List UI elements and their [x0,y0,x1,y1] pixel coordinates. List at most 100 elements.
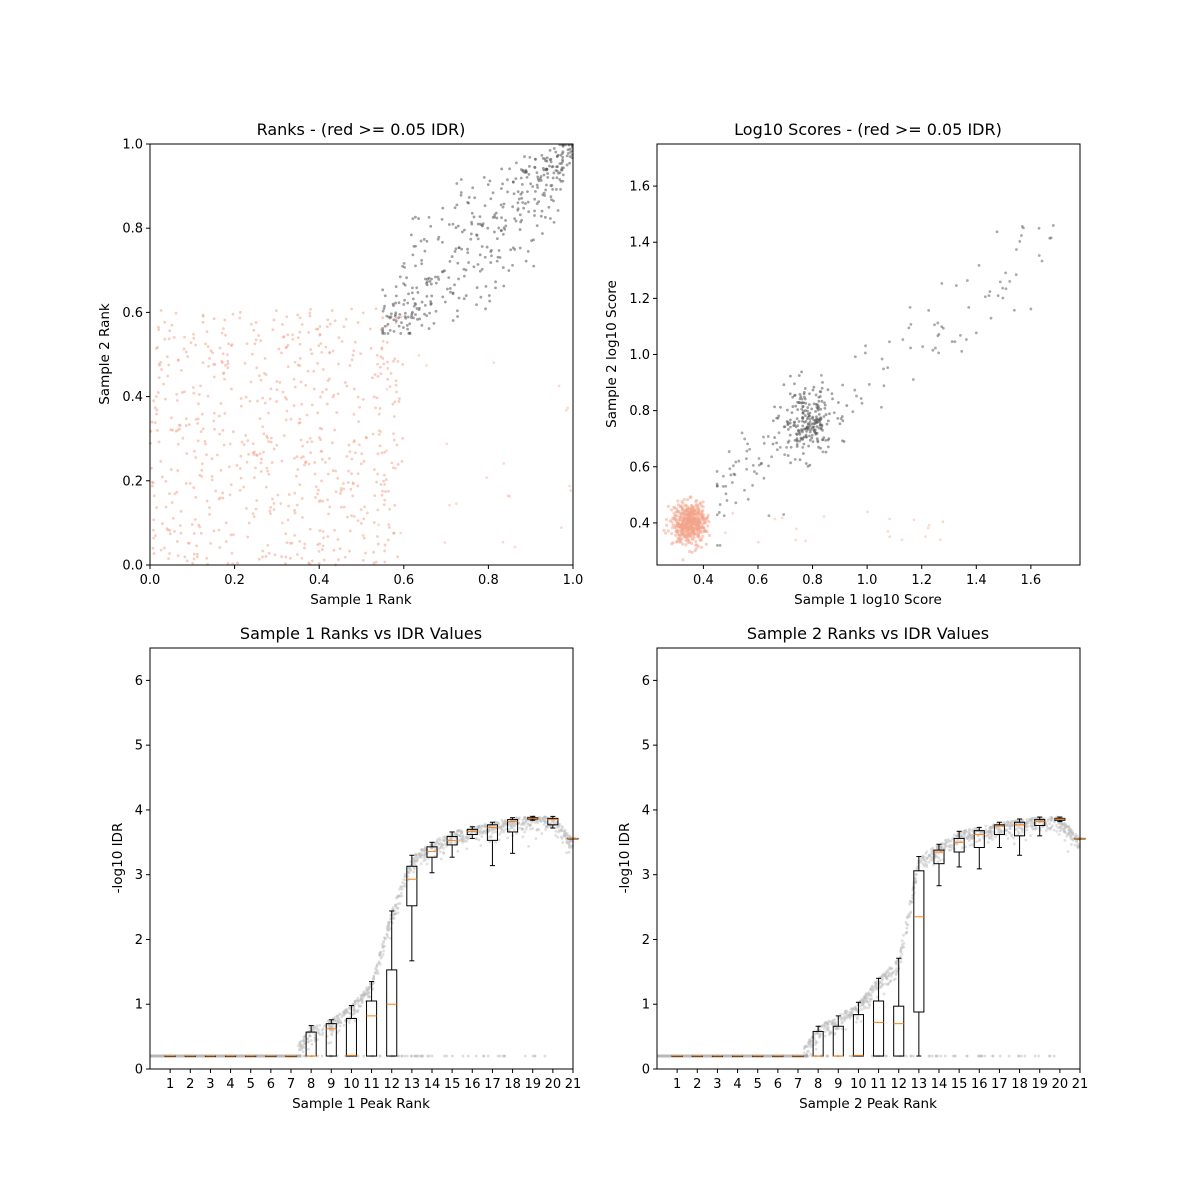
background-point [1024,838,1028,842]
background-point [300,1046,303,1049]
scatter-point-fail [321,544,325,548]
scatter-point-pass [524,202,527,205]
background-point [557,830,560,834]
background-point [559,828,563,832]
scatter-point-fail [204,442,207,446]
scatter-point-fail [326,498,329,502]
scatter-point-pass [812,385,816,389]
scatter-point-pass [801,411,805,415]
scatter-point-fail [328,351,332,355]
scatter-point-fail [502,461,506,465]
background-point [909,900,913,904]
scatter-point-pass [757,463,761,467]
background-point [564,831,568,835]
scatter-point-pass [811,388,815,392]
scatter-point-fail [186,355,190,358]
background-point [378,951,382,955]
scatter-point-pass [790,411,794,415]
scatter-point-pass [464,294,468,297]
scatter-point-fail [695,525,699,529]
box-7 [792,1055,804,1058]
background-point [458,838,462,842]
x-tick-label: 0.4 [309,573,330,588]
background-point [539,819,543,823]
scatter-point-fail [363,505,367,509]
scatter-point-pass [819,373,823,377]
scatter-point-fail [376,535,379,538]
scatter-point-pass [801,430,804,434]
scatter-point-fail [155,412,158,416]
scatter-point-pass [471,186,475,190]
scatter-point-fail [165,355,169,359]
scatter-point-pass [555,188,558,191]
scatter-point-fail [359,352,362,355]
scatter-point-fail [380,451,384,455]
background-point [411,860,415,864]
background-point [307,1047,310,1051]
scatter-point-fail [822,515,826,518]
scatter-point-fail [359,462,363,466]
scatter-point-pass [974,331,978,335]
background-point [352,1008,356,1012]
background-point [415,853,418,857]
box-body [325,1023,337,1057]
scatter-point-pass [479,295,483,299]
scatter-point-pass [788,418,792,422]
background-point [387,920,391,924]
scatter-point-pass [447,276,451,280]
scatter-point-fail [286,333,290,337]
scatter-point-pass [425,283,429,287]
background-point [375,971,378,975]
scatter-point-fail [330,309,334,312]
scatter-point-fail [185,559,189,563]
box-15 [446,831,458,858]
scatter-point-fail [226,366,230,370]
scatter-point-fail [296,336,300,340]
scatter-point-pass [793,382,796,386]
scatter-point-pass [967,305,971,309]
scatter-point-fail [168,532,172,536]
background-point [458,834,462,837]
scatter-point-fail [168,492,171,496]
background-point [443,838,447,841]
scatter-point-pass [513,217,516,221]
scatter-point-fail [207,364,210,368]
scatter-point-fail [259,470,263,473]
background-point [536,828,539,831]
background-point [334,1019,338,1023]
scatter-point-pass [882,384,886,388]
background-point [453,840,457,844]
scatter-point-fail [255,499,259,502]
scatter-point-fail [224,363,227,367]
x-tick-label: 11 [363,1077,380,1092]
scatter-point-fail [192,557,196,561]
background-point [1067,829,1071,832]
scatter-point-fail [336,538,340,541]
background-point [561,829,564,833]
scatter-point-pass [406,315,410,319]
scatter-point-pass [886,366,890,370]
scatter-point-pass [565,154,569,158]
background-point [460,829,464,833]
scatter-point-fail [286,343,290,347]
scatter-point-fail [194,495,198,499]
background-point [417,852,421,856]
scatter-point-fail [276,493,280,497]
scatter-point-fail [361,311,365,315]
background-point [299,1039,303,1043]
scatter-point-fail [194,456,198,459]
scatter-point-fail [352,349,356,353]
scatter-point-fail [231,312,235,316]
background-point [904,1054,908,1058]
background-point [564,833,568,837]
background-point [453,832,456,836]
scatter-point-pass [800,401,803,405]
background-point [356,1010,360,1014]
x-tick-label: 13 [404,1077,421,1092]
background-point [378,962,382,966]
scatter-point-fail [212,529,216,533]
background-point [860,1003,864,1007]
scatter-point-fail [181,436,185,440]
scatter-point-fail [331,395,335,399]
background-point [337,1016,341,1020]
